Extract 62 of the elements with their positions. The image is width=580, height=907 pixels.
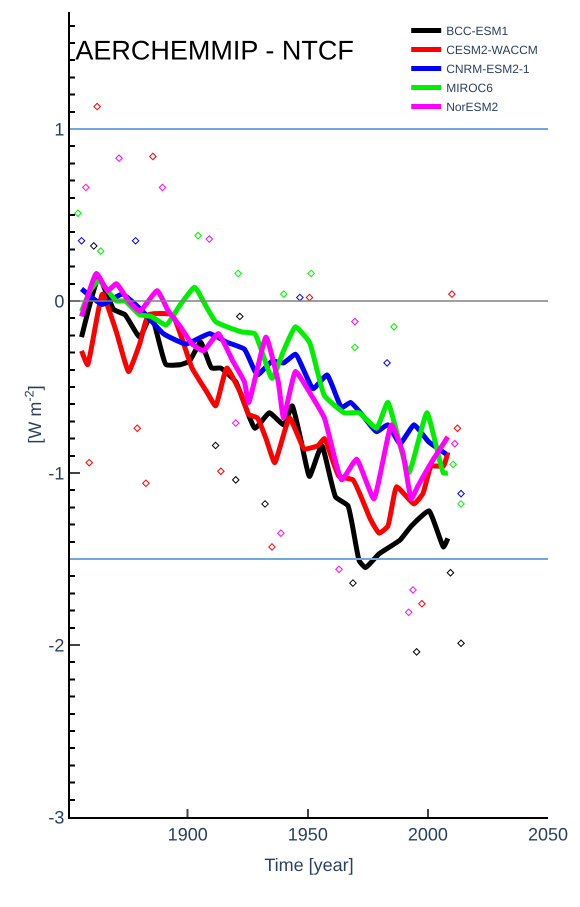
point (296, 294, 304, 302)
point (268, 543, 276, 551)
point (236, 312, 244, 320)
point (412, 648, 420, 656)
point (206, 235, 214, 243)
point (115, 154, 123, 162)
point (390, 323, 398, 331)
point (234, 270, 242, 278)
point (261, 500, 269, 508)
legend-label: CNRM-ESM2-1 (446, 62, 530, 76)
point (335, 566, 343, 574)
point (277, 529, 285, 537)
point (93, 102, 101, 110)
point (132, 237, 140, 245)
point (280, 290, 288, 298)
x-tick-label: 1950 (288, 824, 328, 845)
point (454, 424, 462, 432)
point (457, 500, 465, 508)
legend-label: CESM2-WACCM (446, 43, 538, 58)
point (232, 419, 240, 427)
legend-label: NorESM2 (446, 100, 499, 114)
x-tick-label: 2000 (408, 824, 448, 845)
legend-label: MIROC6 (446, 81, 494, 96)
point (404, 608, 412, 616)
point (306, 294, 314, 302)
y-tick-label: -1 (48, 463, 64, 484)
y-tick-label: -3 (48, 807, 64, 828)
x-tick-label: 2050 (528, 824, 568, 845)
point (351, 344, 359, 352)
point (97, 247, 104, 255)
point (149, 152, 157, 160)
text: AERCHEMMIP - NTCF (75, 36, 354, 66)
y-tick-label: 1 (54, 119, 64, 140)
point (409, 586, 417, 594)
point (451, 440, 459, 448)
y-tick-label: 0 (54, 291, 64, 312)
point (307, 270, 315, 278)
point (457, 490, 465, 498)
point (217, 468, 225, 476)
point (383, 359, 391, 367)
point (446, 569, 454, 576)
legend-label: BCC-ESM1 (446, 24, 509, 38)
point (82, 184, 90, 192)
point (418, 600, 426, 608)
x-tick-label: 1900 (168, 824, 208, 845)
point (232, 476, 240, 484)
point (142, 480, 150, 488)
point (449, 460, 457, 468)
point (448, 290, 456, 298)
point (74, 210, 82, 217)
point (457, 640, 465, 648)
point (194, 232, 202, 240)
point (78, 237, 86, 245)
point (85, 458, 93, 466)
point (349, 579, 357, 587)
point (134, 424, 142, 432)
point (351, 318, 359, 326)
point (90, 242, 98, 250)
point (212, 442, 220, 450)
x-axis-title: Time [year] (264, 855, 354, 876)
y-tick-label: -2 (48, 635, 64, 656)
point (158, 184, 166, 192)
